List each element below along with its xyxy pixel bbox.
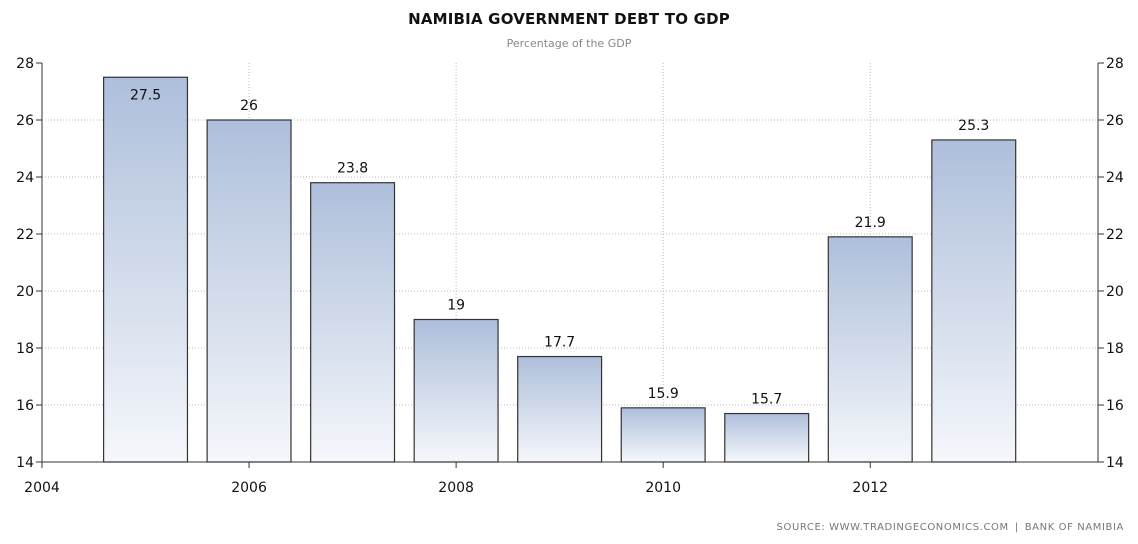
data-label: 21.9 <box>855 215 886 231</box>
chart-subtitle: Percentage of the GDP <box>506 37 632 50</box>
y-tick-label-left: 18 <box>16 341 34 357</box>
bar <box>827 236 913 463</box>
bar <box>102 76 189 463</box>
bar <box>310 182 396 463</box>
x-tick-label: 2012 <box>852 480 888 496</box>
bar <box>931 139 1017 463</box>
x-tick-label: 2006 <box>231 480 267 496</box>
y-tick-label-right: 16 <box>1106 398 1124 414</box>
y-tick-label-left: 14 <box>16 455 34 471</box>
data-label: 17.7 <box>544 335 575 351</box>
data-label: 15.7 <box>751 392 782 408</box>
source-website: SOURCE: WWW.TRADINGECONOMICS.COM <box>776 522 1009 533</box>
bar <box>206 119 292 463</box>
axes: 14 14 16 16 18 18 20 20 22 22 24 24 26 26 28 28 2004 2006… <box>16 56 1124 496</box>
data-label: 19 <box>447 298 465 314</box>
x-tick-label: 2004 <box>24 480 60 496</box>
data-label: 23.8 <box>337 161 368 177</box>
y-tick-label-right: 20 <box>1106 284 1124 300</box>
y-tick-label-right: 14 <box>1106 455 1124 471</box>
bar <box>620 407 706 463</box>
y-tick-label-left: 24 <box>16 170 34 186</box>
data-label: 27.5 <box>130 87 161 103</box>
bars <box>102 76 1017 463</box>
data-label: 25.3 <box>958 118 989 134</box>
source-agency: BANK OF NAMIBIA <box>1024 522 1124 533</box>
source-separator: | <box>1014 522 1019 533</box>
bar <box>517 355 603 463</box>
y-tick-label-left: 20 <box>16 284 34 300</box>
y-tick-label-right: 22 <box>1106 227 1124 243</box>
y-tick-label-left: 26 <box>16 113 34 129</box>
y-tick-label-left: 22 <box>16 227 34 243</box>
data-label: 15.9 <box>648 386 679 402</box>
chart-title: NAMIBIA GOVERNMENT DEBT TO GDP <box>408 10 730 28</box>
source-note: SOURCE: WWW.TRADINGECONOMICS.COM | BANK OF… <box>777 522 1124 533</box>
data-label: 26 <box>240 98 258 114</box>
bar <box>413 318 499 463</box>
y-tick-label-right: 24 <box>1106 170 1124 186</box>
y-tick-label-left: 28 <box>16 56 34 72</box>
x-tick-label: 2010 <box>645 480 681 496</box>
y-tick-label-right: 28 <box>1106 56 1124 72</box>
bar <box>724 412 810 463</box>
y-tick-label-right: 18 <box>1106 341 1124 357</box>
y-tick-label-right: 26 <box>1106 113 1124 129</box>
y-tick-label-left: 16 <box>16 398 34 414</box>
x-tick-label: 2008 <box>438 480 474 496</box>
data-labels: 27.5 26 23.8 19 17.7 15.9 15.7 21.9 25.3 <box>130 87 989 407</box>
